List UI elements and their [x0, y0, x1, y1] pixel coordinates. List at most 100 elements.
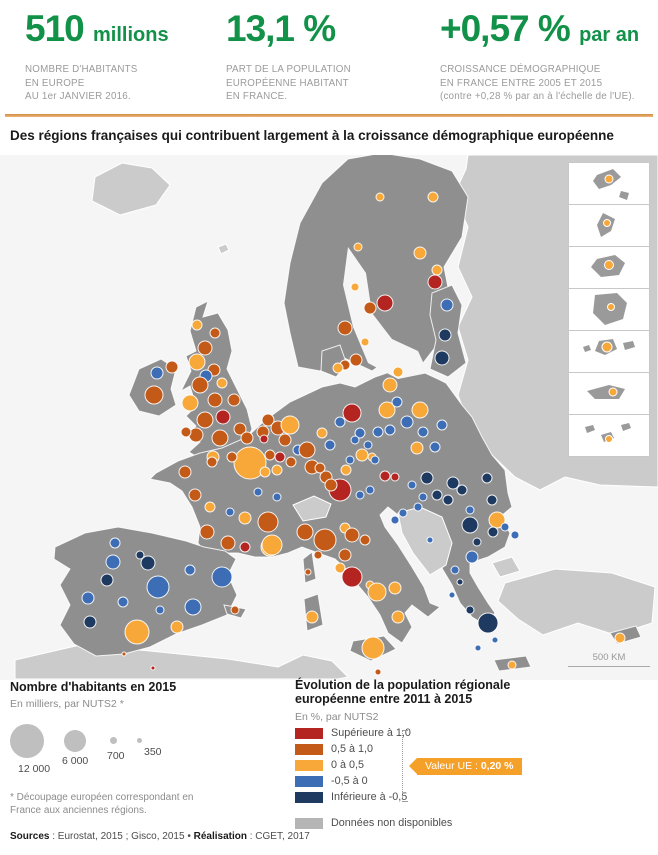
region-circle	[184, 598, 202, 616]
legend-label: Inférieure à -0,5	[331, 791, 408, 803]
region-circle	[296, 523, 314, 541]
region-circle	[261, 534, 283, 556]
overseas-inset-2	[568, 204, 650, 247]
region-circle	[390, 472, 400, 482]
region-circle	[344, 527, 360, 543]
region-circle	[382, 377, 398, 393]
corsica	[302, 551, 317, 584]
badge-label: Valeur UE :	[425, 760, 481, 772]
region-circle	[355, 448, 369, 462]
region-circle	[334, 416, 346, 428]
region-circle	[391, 610, 405, 624]
region-circle	[355, 490, 365, 500]
region-circle	[338, 548, 352, 562]
region-circle	[341, 566, 363, 588]
region-circle	[342, 403, 362, 423]
region-circle	[316, 427, 328, 439]
legend-label: 0 à 0,5	[331, 759, 365, 771]
inset-map	[587, 385, 625, 399]
region-circle	[324, 439, 336, 451]
region-circle	[360, 337, 370, 347]
region-circle	[135, 550, 145, 560]
inset-circle	[603, 219, 611, 227]
region-circle	[427, 191, 439, 203]
region-circle	[240, 431, 254, 445]
region-circle	[400, 415, 414, 429]
region-circle	[434, 350, 450, 366]
region-circle	[420, 471, 434, 485]
region-circle	[259, 466, 271, 478]
region-circle	[274, 451, 286, 463]
overseas-inset-4	[568, 288, 650, 331]
faroe	[217, 243, 230, 255]
region-circle	[353, 242, 363, 252]
overseas-inset-7	[568, 414, 650, 457]
stat-caption: NOMBRE D'HABITANTS EN EUROPE AU 1er JANV…	[25, 64, 138, 102]
no-data-regions	[292, 495, 453, 576]
iberia	[53, 526, 238, 657]
size-circle-700	[110, 737, 117, 744]
region-circle	[178, 465, 192, 479]
population-circles	[81, 191, 626, 676]
region-circle	[438, 328, 452, 342]
region-circle	[442, 494, 454, 506]
legend-label: Données non disponibles	[331, 817, 453, 829]
region-circle	[375, 192, 385, 202]
region-circle	[472, 537, 482, 547]
region-circle	[614, 632, 626, 644]
region-circle	[367, 582, 387, 602]
region-circle	[487, 526, 499, 538]
size-legend: Nombre d'habitants en 2015 En milliers, …	[10, 680, 280, 710]
inset-map	[585, 423, 631, 443]
overseas-inset-5	[568, 330, 650, 373]
legend-bracket	[402, 730, 408, 802]
region-circle	[450, 565, 460, 575]
footnote: * Découpage européen correspondant en Fr…	[10, 792, 194, 816]
region-circle	[391, 396, 403, 408]
region-circle	[465, 605, 475, 615]
region-circle	[184, 564, 196, 576]
region-circle	[211, 429, 229, 447]
region-circle	[337, 320, 353, 336]
region-circle	[304, 568, 312, 576]
region-circle	[278, 433, 292, 447]
region-circle	[314, 462, 326, 474]
region-circle	[253, 487, 263, 497]
region-circle	[100, 573, 114, 587]
swatch-navy	[295, 792, 323, 803]
eu-value-badge: Valeur UE : 0,20 %	[409, 758, 522, 775]
size-legend-title: Nombre d'habitants en 2015	[10, 680, 177, 694]
region-circle	[417, 426, 429, 438]
realisation-label: Réalisation	[193, 831, 247, 842]
realisation-text: : CGET, 2017	[246, 831, 310, 842]
overseas-insets	[568, 162, 650, 457]
color-legend-subtitle: En %, par NUTS2	[295, 711, 379, 723]
region-circle	[81, 591, 95, 605]
region-circle	[298, 441, 316, 459]
region-circle	[204, 501, 216, 513]
region-circle	[233, 446, 267, 480]
stat-value: 13,1 %	[226, 8, 336, 49]
region-circle	[500, 522, 510, 532]
region-circle	[188, 488, 202, 502]
region-circle	[488, 511, 506, 529]
size-label-350: 350	[144, 746, 162, 758]
region-circle	[313, 550, 323, 560]
region-circle	[436, 419, 448, 431]
region-circle	[227, 393, 241, 407]
stat-growth: +0,57 % par an CROISSANCE DÉMOGRAPHIQUE …	[440, 10, 655, 104]
region-circle	[378, 401, 396, 419]
region-circle	[427, 274, 443, 290]
region-circle	[180, 426, 192, 438]
color-legend-title: Évolution de la population régionale eur…	[295, 678, 511, 706]
stat-france-share: 13,1 % PART DE LA POPULATION EUROPÉENNE …	[226, 10, 431, 104]
iceland	[91, 162, 171, 216]
region-circle	[239, 541, 251, 553]
region-circle	[334, 562, 346, 574]
region-circle	[440, 298, 454, 312]
region-circle	[285, 456, 297, 468]
region-circle	[165, 360, 179, 374]
region-circle	[257, 511, 279, 533]
region-circle	[170, 620, 184, 634]
region-circle	[372, 426, 384, 438]
